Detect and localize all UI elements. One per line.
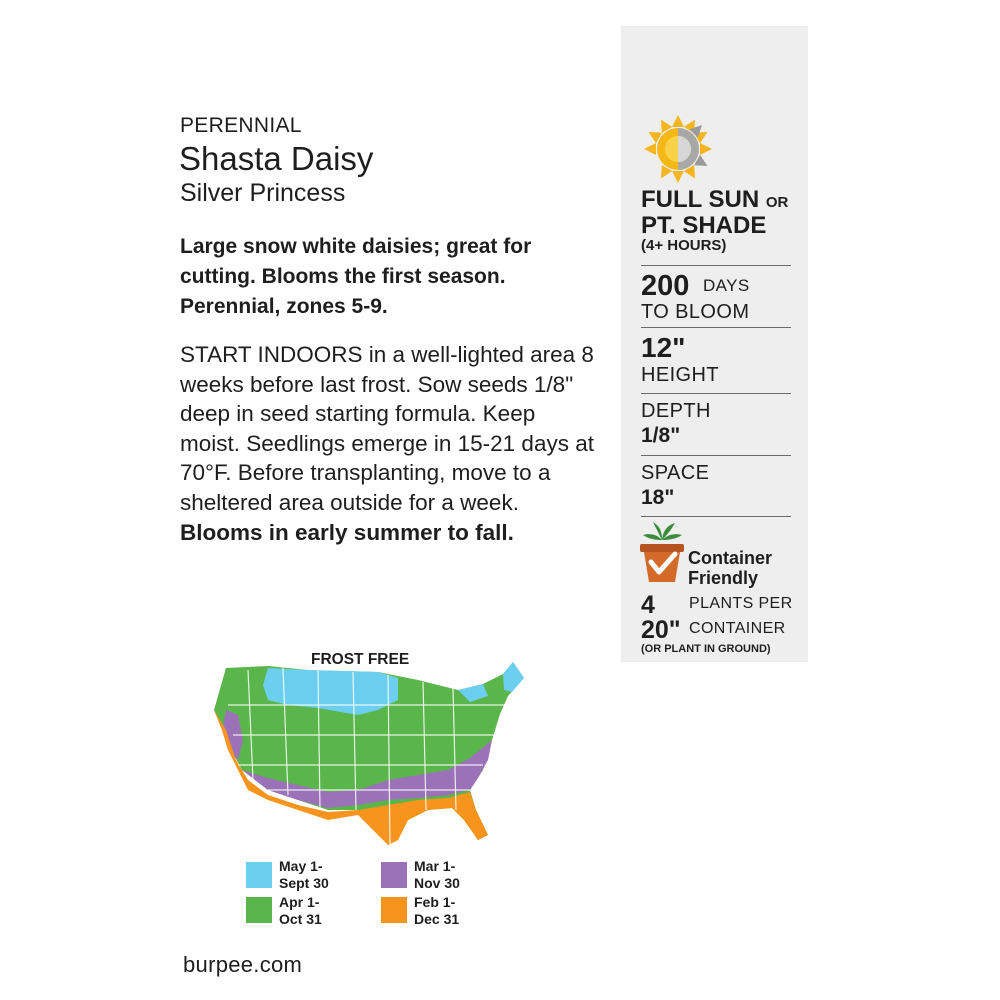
depth-label: DEPTH xyxy=(641,400,711,422)
divider xyxy=(641,516,791,517)
flower-pot-check-icon xyxy=(640,522,684,582)
divider xyxy=(641,393,791,394)
plant-title: Shasta Daisy xyxy=(179,140,374,177)
container-friendly-label: Container Friendly xyxy=(688,548,773,588)
container-label: CONTAINER xyxy=(689,620,786,637)
legend-label-feb-dec: Feb 1- Dec 31 xyxy=(414,894,460,927)
container-note: (OR PLANT IN GROUND) xyxy=(641,643,771,655)
depth-value: 1/8" xyxy=(641,424,681,447)
legend-label-apr-oct: Apr 1- Oct 31 xyxy=(279,894,322,927)
divider xyxy=(641,455,791,456)
sun-requirement-line2: PT. SHADE xyxy=(641,212,767,239)
days-to-bloom-label: TO BLOOM xyxy=(641,301,750,323)
legend-swatch-apr-oct xyxy=(246,897,272,923)
plants-per-label: PLANTS PER xyxy=(689,595,793,612)
height-value: 12" xyxy=(641,332,686,363)
growing-instructions: START INDOORS in a well-lighted area 8 w… xyxy=(180,340,600,547)
legend-label-may-sept: May 1- Sept 30 xyxy=(279,858,329,891)
plant-summary: Large snow white daisies; great for cutt… xyxy=(180,235,532,318)
days-unit: DAYS xyxy=(703,276,750,295)
instructions-text: START INDOORS in a well-lighted area 8 w… xyxy=(180,342,594,515)
legend-swatch-mar-nov xyxy=(381,862,407,888)
growing-info-panel: FULL SUN OR PT. SHADE (4+ HOURS) 200 DAY… xyxy=(621,26,808,662)
days-to-bloom-value: 200 xyxy=(641,270,690,302)
legend-label-mar-nov: Mar 1- Nov 30 xyxy=(414,858,460,891)
plants-per-container-value: 4 xyxy=(641,591,655,619)
frost-free-zone-map xyxy=(214,662,524,846)
space-label: SPACE xyxy=(641,462,710,484)
sun-hours: (4+ HOURS) xyxy=(641,237,727,254)
sun-half-shade-icon xyxy=(644,115,712,183)
legend-swatch-feb-dec xyxy=(381,897,407,923)
height-label: HEIGHT xyxy=(641,364,719,386)
website-link[interactable]: burpee.com xyxy=(183,952,303,977)
container-size-value: 20" xyxy=(641,616,681,644)
frost-free-title: FROST FREE xyxy=(311,651,410,668)
divider xyxy=(641,265,791,266)
instructions-bold-text: Blooms in early summer to fall. xyxy=(180,519,514,545)
divider xyxy=(641,327,791,328)
legend-swatch-may-sept xyxy=(246,862,272,888)
space-value: 18" xyxy=(641,486,675,509)
sun-requirement: FULL SUN OR xyxy=(641,186,789,213)
plant-variety: Silver Princess xyxy=(180,179,346,207)
plant-category: PERENNIAL xyxy=(180,114,302,137)
